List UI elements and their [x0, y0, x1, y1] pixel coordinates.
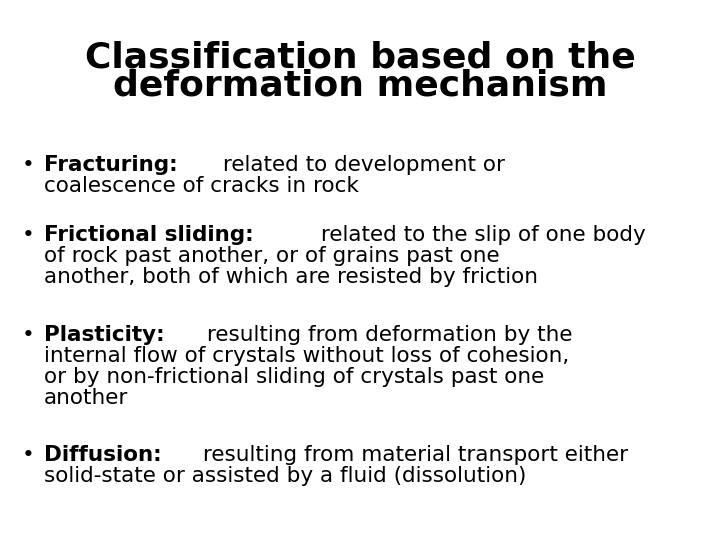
Text: of rock past another, or of grains past one: of rock past another, or of grains past … — [44, 246, 500, 266]
Text: •: • — [22, 325, 35, 345]
Text: Classification based on the: Classification based on the — [85, 40, 635, 74]
Text: or by non-frictional sliding of crystals past one: or by non-frictional sliding of crystals… — [44, 367, 544, 387]
Text: Plasticity:: Plasticity: — [44, 325, 165, 345]
Text: another: another — [44, 388, 128, 408]
Text: solid-state or assisted by a fluid (dissolution): solid-state or assisted by a fluid (diss… — [44, 466, 526, 486]
Text: related to development or: related to development or — [217, 155, 505, 175]
Text: •: • — [22, 225, 35, 245]
Text: coalescence of cracks in rock: coalescence of cracks in rock — [44, 176, 359, 196]
Text: another, both of which are resisted by friction: another, both of which are resisted by f… — [44, 267, 538, 287]
Text: Frictional sliding:: Frictional sliding: — [44, 225, 253, 245]
Text: resulting from material transport either: resulting from material transport either — [196, 445, 628, 465]
Text: deformation mechanism: deformation mechanism — [113, 68, 607, 102]
Text: Fracturing:: Fracturing: — [44, 155, 178, 175]
Text: Diffusion:: Diffusion: — [44, 445, 161, 465]
Text: resulting from deformation by the: resulting from deformation by the — [199, 325, 572, 345]
Text: •: • — [22, 445, 35, 465]
Text: related to the slip of one body: related to the slip of one body — [315, 225, 647, 245]
Text: •: • — [22, 155, 35, 175]
Text: internal flow of crystals without loss of cohesion,: internal flow of crystals without loss o… — [44, 346, 570, 366]
